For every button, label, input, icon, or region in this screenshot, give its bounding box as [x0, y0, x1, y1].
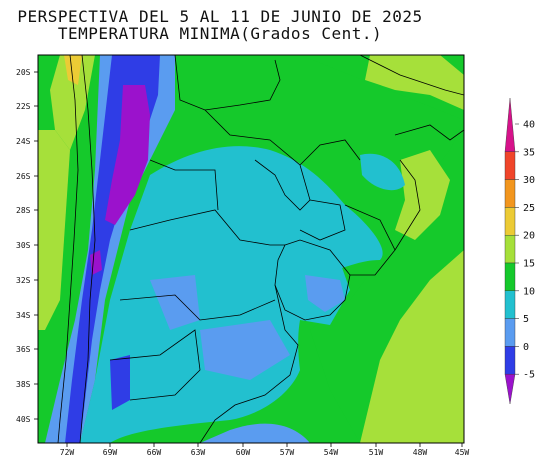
country-borders — [57, 55, 464, 443]
lat-label: 30S — [16, 241, 31, 250]
latitude-ticks — [34, 71, 38, 420]
lat-label: 24S — [16, 137, 31, 146]
border-provinces-south — [109, 329, 201, 401]
band-minus5-0-south — [110, 355, 130, 410]
band-0-5-south — [200, 423, 310, 443]
colorbar-band — [504, 290, 516, 319]
colorbar-tick-label: 20 — [523, 231, 535, 242]
band-0-5-pampa — [200, 320, 290, 380]
band-15-20-north — [365, 55, 464, 110]
lon-label: 63W — [191, 448, 206, 457]
lon-label: 69W — [103, 448, 118, 457]
lon-label: 57W — [280, 448, 295, 457]
colorbar: 40 35 30 25 20 15 10 5 0 -5 — [504, 97, 535, 405]
lon-label: 45W — [455, 448, 470, 457]
lat-label: 36S — [16, 345, 31, 354]
colorbar-band — [504, 97, 516, 153]
coast-brazil — [394, 124, 464, 141]
border-provinces-center — [119, 294, 276, 321]
colorbar-tick-label: 30 — [523, 175, 535, 186]
longitude-axis: 72W 69W 66W 63W 60W 57W 54W 51W 48W 45W — [60, 448, 470, 457]
coast-argentina — [199, 284, 299, 443]
border-uruguay — [274, 239, 351, 321]
colorbar-band — [504, 207, 516, 236]
map-titles: PERSPECTIVA DEL 5 AL 11 DE JUNIO DE 2025… — [0, 8, 440, 42]
band-5-10-north — [360, 153, 405, 191]
band-15-20-coast — [395, 150, 450, 240]
lat-label: 28S — [16, 206, 31, 215]
border-brazil-states — [359, 55, 464, 96]
map-frame — [37, 54, 465, 444]
coast-chile — [57, 55, 79, 443]
map-title: PERSPECTIVA DEL 5 AL 11 DE JUNIO DE 2025 — [17, 7, 423, 26]
lon-label: 48W — [413, 448, 428, 457]
colorbar-tick-label: 10 — [523, 286, 535, 297]
lon-label: 51W — [369, 448, 384, 457]
colorbar-tick-label: 0 — [523, 342, 529, 353]
colorbar-tick-label: -5 — [523, 370, 535, 381]
colorbar-tick-label: 35 — [523, 147, 535, 158]
lat-label: 26S — [16, 172, 31, 181]
lon-label: 60W — [236, 448, 251, 457]
colorbar-tick-label: 25 — [523, 203, 535, 214]
coast-brazil-south — [394, 159, 421, 251]
temperature-field — [38, 55, 464, 443]
lat-label: 20S — [16, 68, 31, 77]
lon-label: 54W — [324, 448, 339, 457]
band-20-25 — [64, 55, 82, 85]
band-below-minus5 — [105, 85, 150, 225]
lat-label: 22S — [16, 102, 31, 111]
border-misiones — [299, 199, 346, 241]
colorbar-band — [504, 346, 516, 375]
band-0-5-uruguay — [305, 275, 345, 312]
longitude-ticks — [66, 443, 463, 447]
border-provinces-north — [129, 209, 285, 246]
lon-label: 72W — [60, 448, 75, 457]
colorbar-tick-label: 40 — [523, 120, 535, 131]
colorbar-tick-label: 5 — [523, 314, 529, 325]
lat-label: 40S — [16, 415, 31, 424]
colorbar-band — [504, 374, 516, 405]
colorbar-band — [504, 318, 516, 347]
band-5-10 — [80, 146, 383, 443]
border-brazil-paraguay — [299, 139, 361, 166]
border-chile-argentina — [79, 55, 96, 443]
border-bolivia — [174, 55, 281, 111]
lon-label: 66W — [147, 448, 162, 457]
band-15-20-ocean — [360, 250, 464, 443]
colorbar-band — [504, 262, 516, 291]
map-subtitle: TEMPERATURA MINIMA(Grados Cent.) — [57, 24, 383, 43]
band-15-20-west — [50, 55, 95, 150]
band-0-5-cordoba — [150, 275, 200, 330]
latitude-axis: 20S 22S 24S 26S 28S 30S 32S 34S 36S 38S … — [16, 68, 31, 424]
colorbar-band — [504, 234, 516, 264]
lat-label: 34S — [16, 311, 31, 320]
colorbar-band — [504, 151, 516, 180]
lat-label: 32S — [16, 276, 31, 285]
colorbar-band — [504, 179, 516, 208]
border-provinces-nw — [149, 159, 219, 211]
colorbar-tick-label: 15 — [523, 259, 535, 270]
band-15-20-pacific — [38, 130, 70, 330]
lat-label: 38S — [16, 380, 31, 389]
